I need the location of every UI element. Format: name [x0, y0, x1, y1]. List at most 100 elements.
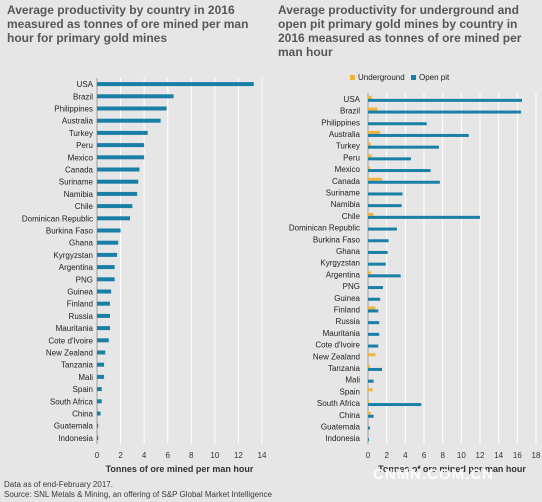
left-bar	[97, 362, 105, 367]
right-bar-underground	[368, 271, 371, 275]
left-category-label: Turkey	[69, 129, 93, 138]
right-category-label: Kyrgyzstan	[320, 259, 360, 268]
right-bar-open-pit	[368, 110, 522, 114]
footnote-data-date: Data as of end-February 2017.	[4, 480, 113, 489]
left-category-label: Guinea	[67, 288, 93, 297]
left-bar	[97, 313, 110, 318]
left-category-label: Brazil	[73, 92, 93, 101]
left-bar	[97, 106, 167, 111]
right-bar-open-pit	[368, 414, 374, 418]
right-category-label: Finland	[334, 305, 360, 314]
right-bar-underground	[368, 142, 371, 146]
left-bar	[97, 338, 109, 343]
right-category-label: Cote d'Ivoire	[315, 341, 360, 350]
left-bar	[97, 350, 106, 355]
right-category-label: Guinea	[334, 294, 360, 303]
left-bar	[97, 228, 121, 233]
left-category-label: South Africa	[50, 397, 94, 406]
right-category-label: Ghana	[336, 247, 361, 256]
right-category-label: New Zealand	[313, 352, 360, 361]
right-x-tick-label: 16	[513, 451, 522, 460]
right-bar-underground	[368, 95, 372, 99]
right-x-tick-label: 14	[494, 451, 503, 460]
right-bar-open-pit	[368, 403, 422, 407]
right-category-label: Brazil	[340, 107, 360, 116]
left-category-label: Chile	[75, 202, 94, 211]
left-category-label: New Zealand	[46, 349, 93, 358]
right-x-tick-label: 12	[476, 451, 485, 460]
left-x-tick-label: 14	[258, 451, 267, 460]
right-category-label: Argentina	[326, 270, 361, 279]
right-category-label: Peru	[343, 153, 360, 162]
right-category-label: Suriname	[326, 188, 361, 197]
right-bar-open-pit	[368, 367, 382, 371]
left-category-label: Mali	[78, 373, 93, 382]
right-bar-underground	[368, 107, 378, 111]
left-x-tick-label: 6	[165, 451, 170, 460]
right-category-label: PNG	[343, 282, 360, 291]
right-bar-open-pit	[368, 309, 379, 313]
right-bar-open-pit	[368, 344, 379, 348]
right-bar-underground	[368, 353, 376, 357]
right-bar-open-pit	[368, 192, 403, 196]
right-x-tick-label: 4	[403, 451, 408, 460]
left-bar	[97, 179, 139, 184]
right-bar-underground	[368, 388, 373, 392]
right-category-label: Chile	[342, 212, 361, 221]
left-category-label: Australia	[62, 117, 94, 126]
left-category-label: USA	[77, 80, 94, 89]
left-x-axis-label: Tonnes of ore mined per man hour	[106, 464, 254, 474]
right-category-label: Spain	[340, 387, 360, 396]
right-bar-open-pit	[368, 332, 380, 336]
left-bar	[97, 216, 130, 221]
right-x-tick-label: 6	[422, 451, 427, 460]
left-category-label: Guatemala	[54, 422, 94, 431]
left-x-tick-label: 4	[142, 451, 147, 460]
right-category-label: Turkey	[336, 142, 360, 151]
footnote-source: Source: SNL Metals & Mining, an offering…	[4, 490, 272, 499]
right-bar-underground	[368, 411, 371, 415]
left-bar	[97, 191, 138, 196]
left-category-label: Indonesia	[58, 434, 93, 443]
right-category-label: China	[339, 411, 360, 420]
left-bar	[97, 155, 145, 160]
right-bar-open-pit	[368, 180, 440, 184]
left-bar	[97, 301, 110, 306]
left-bar	[97, 387, 102, 392]
left-category-label: Philippines	[54, 105, 93, 114]
left-category-label: China	[72, 410, 93, 419]
right-bar-open-pit	[368, 438, 369, 442]
right-bar-underground	[368, 154, 372, 158]
left-bar	[97, 289, 112, 294]
left-bar	[97, 252, 118, 257]
left-category-label: Mexico	[68, 153, 94, 162]
left-bar	[97, 240, 119, 245]
right-bar-open-pit	[368, 286, 383, 290]
left-bar	[97, 435, 99, 440]
left-bar	[97, 265, 115, 270]
left-chart-title: Average productivity by country in 2016 …	[7, 3, 249, 45]
legend-open-pit-label: Open pit	[419, 73, 450, 82]
left-bar	[97, 423, 99, 428]
right-category-label: Tanzania	[328, 364, 361, 373]
left-bar	[97, 411, 101, 416]
left-bar	[97, 143, 145, 148]
right-category-label: Canada	[332, 177, 361, 186]
left-bar	[97, 130, 148, 135]
right-bar-open-pit	[368, 274, 401, 278]
right-bar-underground	[368, 130, 381, 134]
left-category-label: Peru	[76, 141, 93, 150]
right-category-label: Mauritania	[323, 329, 361, 338]
left-category-label: Spain	[73, 385, 93, 394]
right-x-tick-label: 2	[384, 451, 389, 460]
right-bar-underground	[368, 166, 370, 170]
right-bar-open-pit	[368, 379, 374, 383]
right-bar-underground	[368, 177, 382, 181]
left-category-label: Argentina	[59, 263, 94, 272]
right-bar-open-pit	[368, 122, 427, 126]
right-bar-open-pit	[368, 157, 411, 161]
left-x-tick-label: 8	[189, 451, 194, 460]
left-category-label: Suriname	[59, 178, 94, 187]
left-category-label: Kyrgyzstan	[53, 251, 93, 260]
